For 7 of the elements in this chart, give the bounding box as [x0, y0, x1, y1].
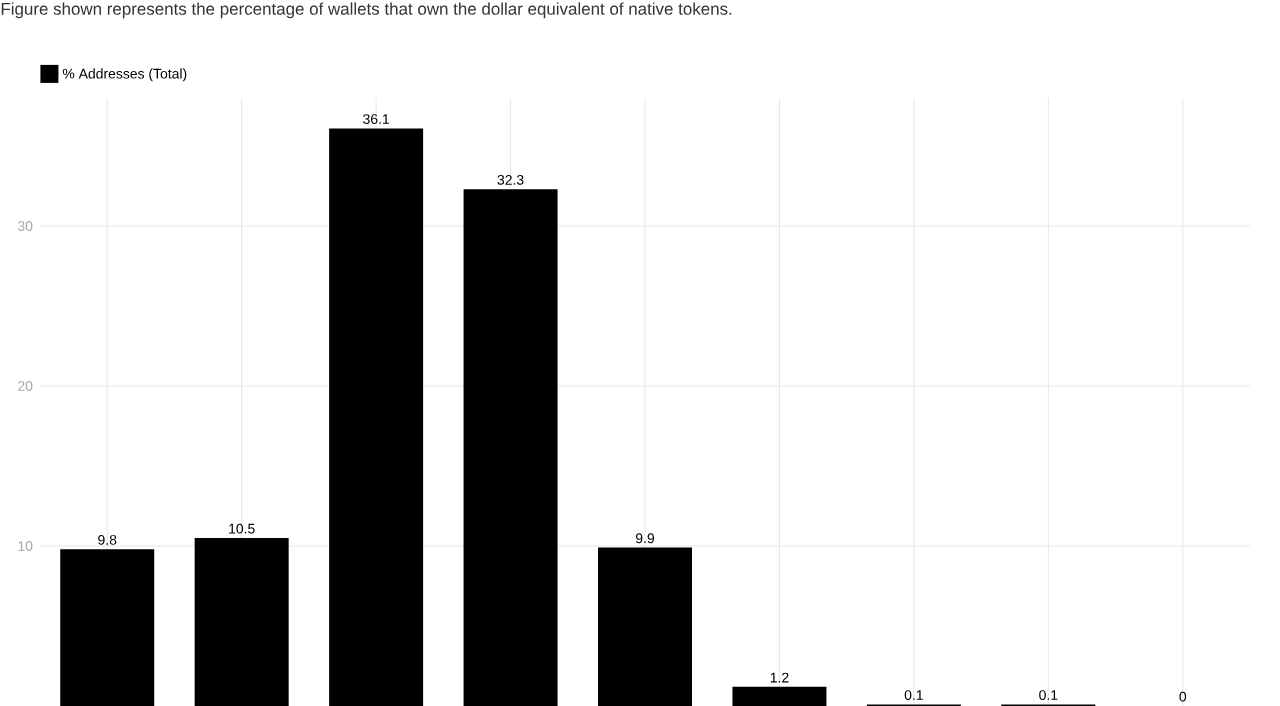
bar [598, 547, 692, 706]
bar [329, 128, 424, 706]
bar [60, 549, 155, 706]
bar [194, 538, 289, 706]
bar [732, 686, 827, 706]
chart-title: Figure shown represents the percentage of wallets that own the dollar equivalent of native tokens. [1, 2, 732, 19]
bar [463, 189, 558, 706]
